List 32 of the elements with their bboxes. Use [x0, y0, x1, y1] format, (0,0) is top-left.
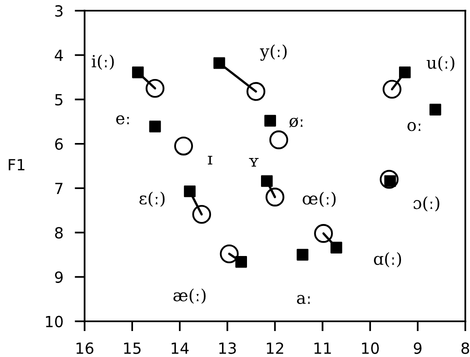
annotation: eː — [116, 115, 130, 124]
annotation: ɪ — [208, 156, 212, 165]
y-tick-label: 6 — [55, 138, 63, 150]
y-tick-label: 9 — [55, 271, 63, 283]
x-tick-label: 9 — [414, 342, 422, 354]
y-tick-label: 3 — [55, 5, 63, 17]
annotation: ɔ(ː) — [414, 196, 440, 212]
annotation: y(ː) — [260, 44, 287, 61]
y-tick-label: 7 — [55, 182, 62, 194]
annotation: øː — [289, 117, 303, 128]
annotation: ɑ(ː) — [374, 252, 402, 268]
x-tick-label: 8 — [461, 342, 470, 354]
annotation: i(ː) — [92, 54, 114, 70]
y-tick-label: 10 — [46, 316, 63, 328]
x-tick-label: 14 — [172, 342, 189, 354]
x-tick-label: 11 — [314, 342, 331, 354]
annotation: u(ː) — [426, 56, 454, 72]
x-tick-label: 13 — [219, 342, 236, 354]
annotation: aː — [296, 294, 310, 304]
y-tick-label: 4 — [54, 50, 63, 61]
x-tick-label: 16 — [76, 342, 94, 354]
annotation: ʏ — [248, 158, 259, 167]
x-tick-label: 12 — [266, 342, 284, 354]
annotation: æ(ː) — [173, 288, 206, 304]
annotation: œ(ː) — [302, 192, 336, 208]
x-tick-label: 10 — [362, 342, 379, 354]
x-tick-label: 15 — [124, 342, 141, 354]
y-tick-label: 8 — [55, 227, 63, 239]
y-axis-title: F1 — [8, 159, 24, 170]
y-tick-label: 5 — [55, 94, 62, 106]
annotation: ɛ(ː) — [139, 192, 165, 207]
annotation: oː — [407, 122, 421, 132]
